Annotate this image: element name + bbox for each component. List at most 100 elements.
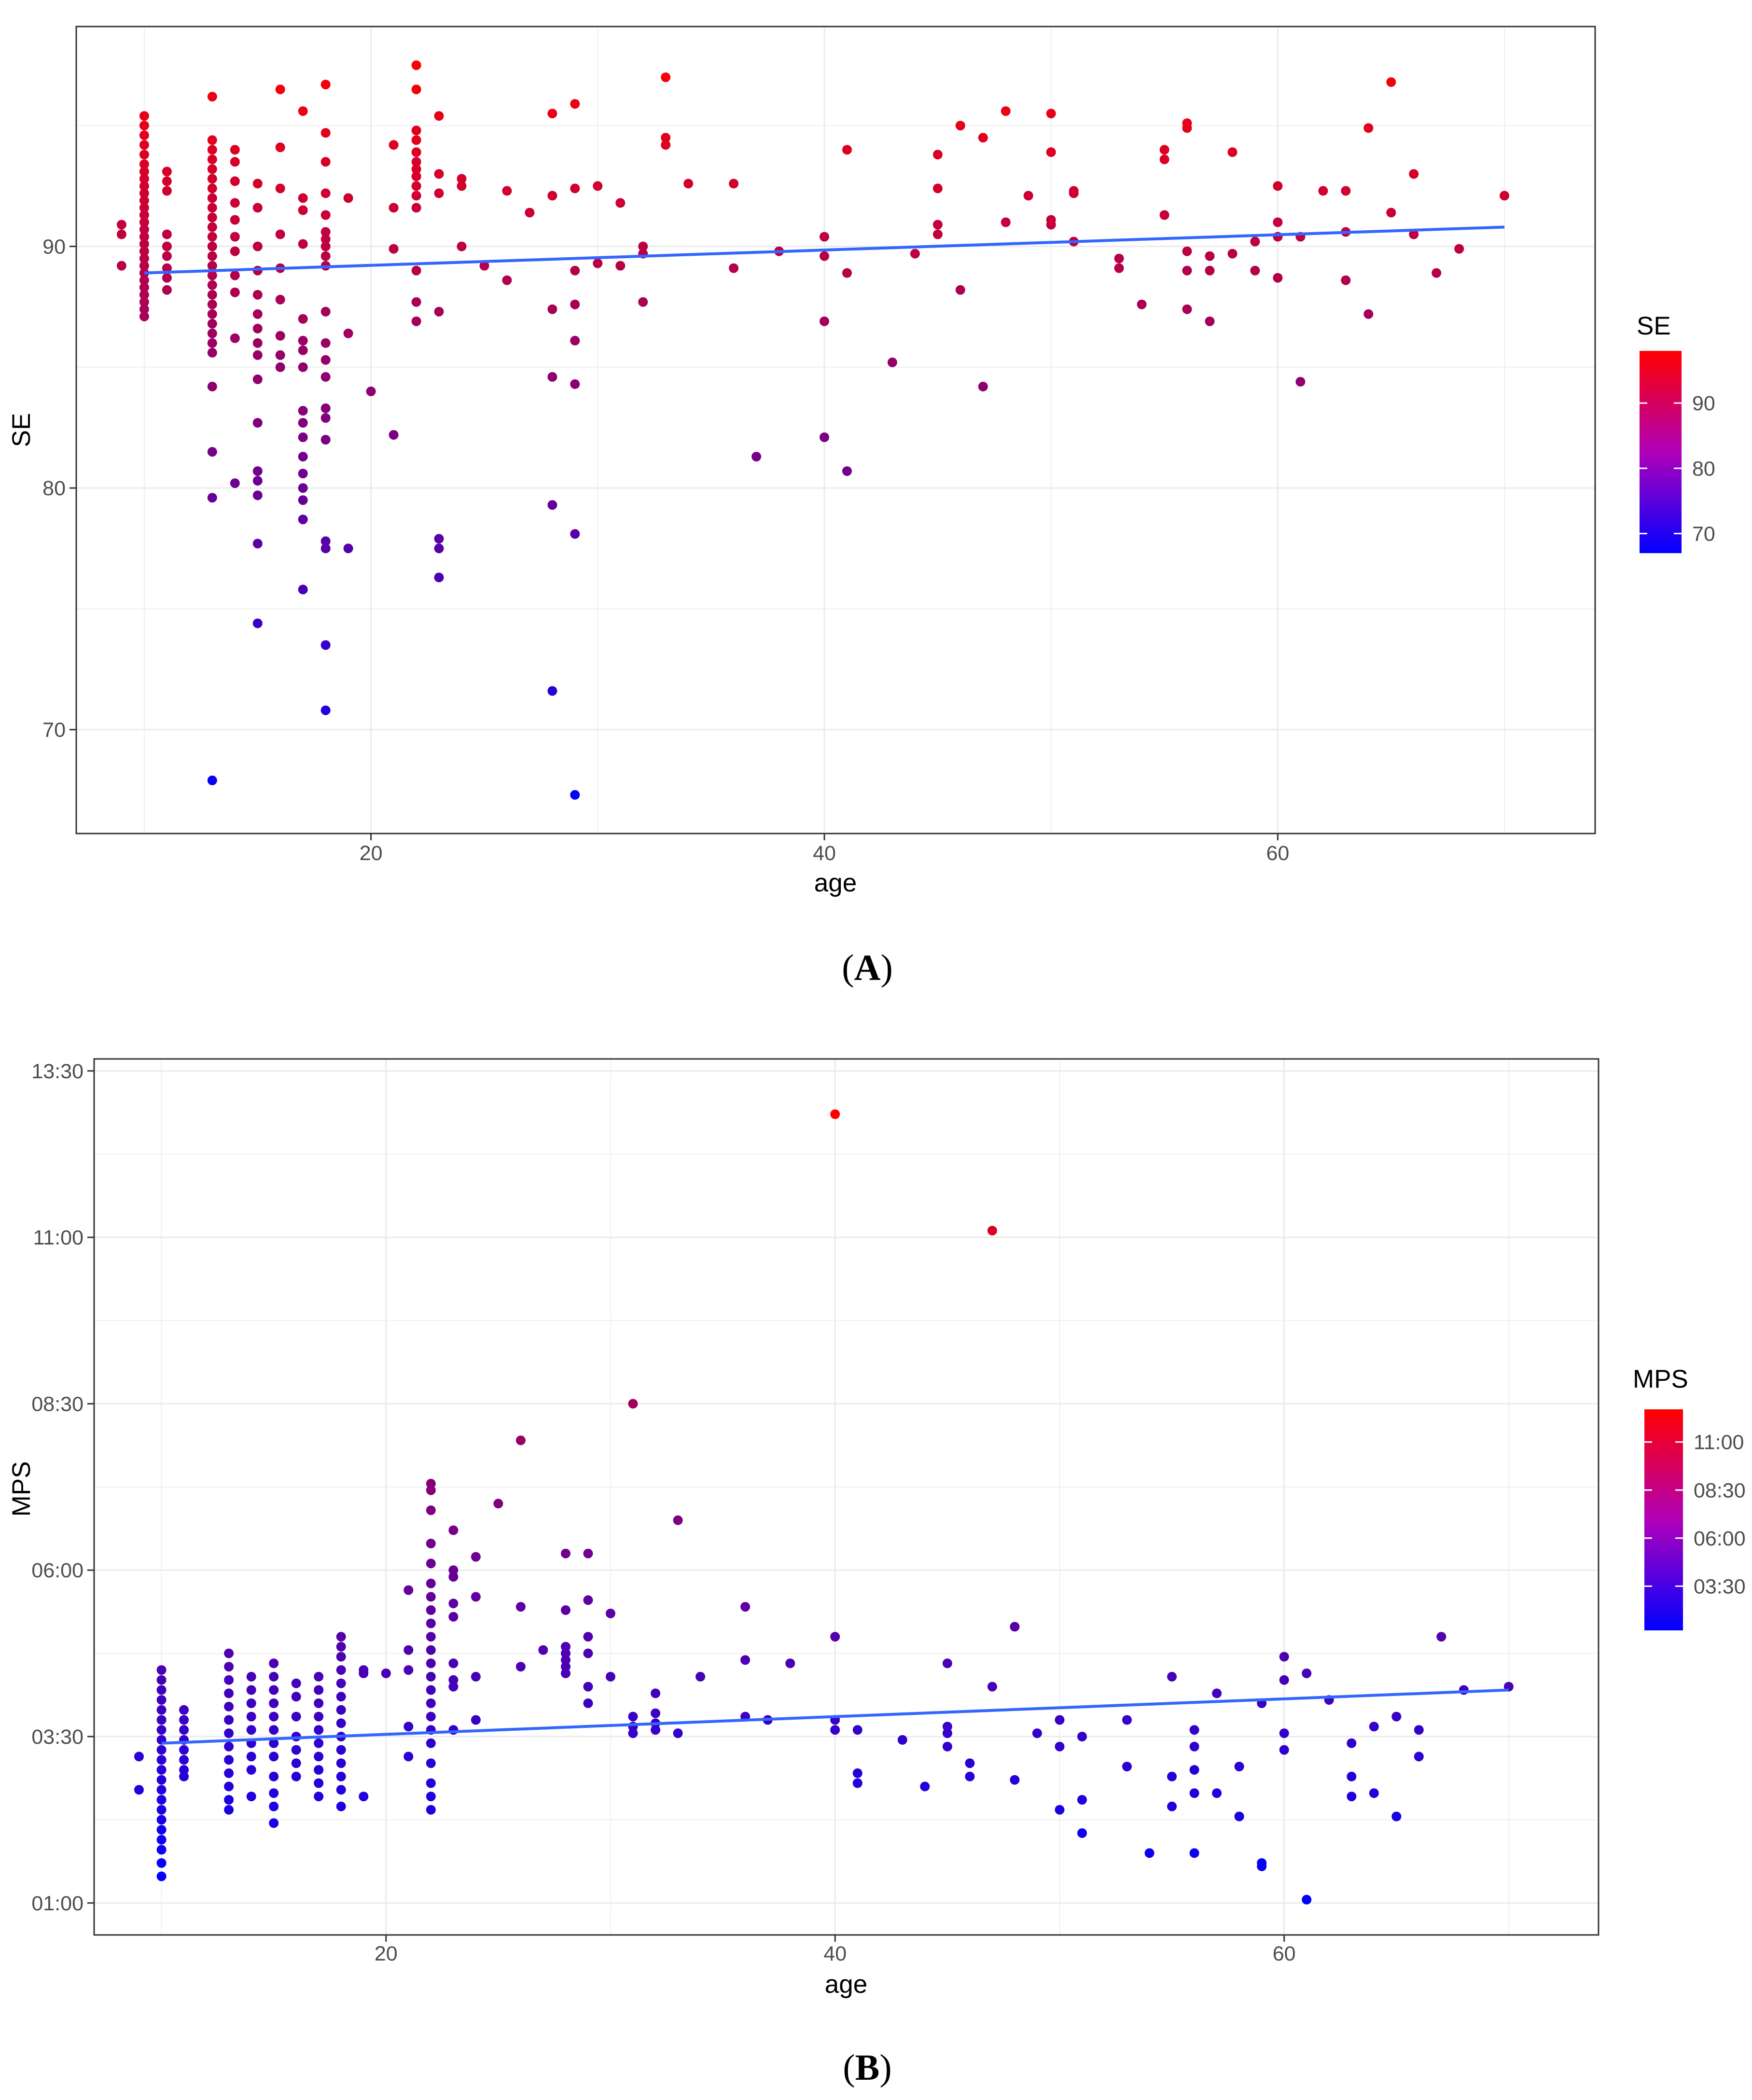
data-point xyxy=(224,1675,234,1685)
legend-tick-label: 08:30 xyxy=(1694,1479,1746,1502)
data-point xyxy=(320,210,331,220)
data-point xyxy=(1273,217,1283,227)
data-point xyxy=(275,229,285,239)
y-tick-label: 11:00 xyxy=(33,1226,83,1250)
data-point xyxy=(1279,1745,1289,1755)
data-point xyxy=(156,1835,167,1845)
data-point xyxy=(275,331,285,341)
data-point xyxy=(471,1552,481,1562)
data-point xyxy=(207,270,217,280)
data-point xyxy=(269,1752,279,1762)
data-point xyxy=(547,372,557,382)
data-point xyxy=(411,135,421,145)
data-point xyxy=(275,183,285,194)
data-point xyxy=(320,403,331,413)
data-point xyxy=(426,1605,436,1615)
data-point xyxy=(246,1685,256,1695)
data-point xyxy=(448,1612,459,1622)
data-point xyxy=(269,1738,279,1748)
data-point xyxy=(842,466,852,476)
x-axis-title: age xyxy=(814,869,857,897)
data-point xyxy=(1205,316,1215,326)
data-point xyxy=(252,309,263,319)
data-point xyxy=(1386,77,1396,87)
data-point xyxy=(448,1572,459,1582)
data-point xyxy=(336,1745,346,1755)
data-point xyxy=(252,290,263,300)
data-point xyxy=(955,121,965,131)
data-point xyxy=(336,1632,346,1642)
data-point xyxy=(156,1755,167,1765)
data-point xyxy=(411,125,421,136)
data-point xyxy=(1001,217,1011,227)
data-point xyxy=(314,1725,324,1735)
data-point xyxy=(336,1785,346,1795)
data-point xyxy=(471,1715,481,1725)
data-point xyxy=(230,478,240,488)
data-point xyxy=(411,181,421,191)
data-point xyxy=(207,232,217,242)
x-tick-label: 20 xyxy=(375,1942,398,1965)
scatter-points xyxy=(134,1109,1514,1905)
data-point xyxy=(920,1781,930,1792)
data-point xyxy=(583,1682,593,1692)
data-point xyxy=(230,176,240,186)
data-point xyxy=(1212,1788,1222,1798)
data-point xyxy=(987,1682,997,1692)
data-point xyxy=(291,1678,301,1688)
data-point xyxy=(156,1715,167,1725)
data-point xyxy=(224,1701,234,1711)
data-point xyxy=(661,140,671,150)
data-point xyxy=(434,534,444,544)
data-point xyxy=(156,1725,167,1735)
panel-label-a: (A) xyxy=(842,947,893,988)
data-point xyxy=(156,1805,167,1815)
data-point xyxy=(162,263,172,273)
data-point xyxy=(887,357,897,367)
data-point xyxy=(1391,1811,1402,1822)
data-point xyxy=(570,790,580,800)
data-point xyxy=(426,1485,436,1495)
legend-title: MPS xyxy=(1633,1365,1688,1393)
data-point xyxy=(336,1641,346,1652)
data-point xyxy=(156,1845,167,1855)
data-point xyxy=(1234,1762,1244,1772)
data-point xyxy=(1023,191,1033,201)
data-point xyxy=(207,203,217,213)
data-point xyxy=(1454,244,1464,254)
data-point xyxy=(359,1792,369,1802)
data-point xyxy=(207,493,217,503)
x-axis-ticks: 20 40 60 xyxy=(375,1935,1296,1965)
data-point xyxy=(269,1685,279,1695)
data-point xyxy=(1279,1728,1289,1738)
data-point xyxy=(156,1858,167,1868)
data-point xyxy=(1159,145,1169,155)
data-point xyxy=(207,309,217,319)
data-point xyxy=(411,265,421,276)
data-point xyxy=(426,1698,436,1708)
data-point xyxy=(1122,1715,1132,1725)
data-point xyxy=(457,241,467,251)
data-point xyxy=(583,1698,593,1708)
data-point xyxy=(583,1595,593,1605)
data-point xyxy=(1182,265,1192,276)
data-point xyxy=(156,1815,167,1825)
data-point xyxy=(246,1792,256,1802)
data-point xyxy=(1167,1771,1177,1781)
data-point xyxy=(426,1738,436,1748)
data-point xyxy=(729,179,739,189)
data-point xyxy=(1302,1669,1312,1678)
y-axis-ticks: 70 80 90 xyxy=(42,236,76,742)
data-point xyxy=(932,229,943,239)
data-point xyxy=(252,241,263,251)
data-point xyxy=(628,1711,638,1722)
data-point xyxy=(942,1741,952,1752)
data-point xyxy=(1257,1861,1267,1871)
data-point xyxy=(1250,265,1260,276)
data-point xyxy=(269,1818,279,1828)
data-point xyxy=(207,775,217,785)
data-point xyxy=(246,1711,256,1722)
data-point xyxy=(1436,1632,1446,1642)
data-point xyxy=(411,171,421,181)
